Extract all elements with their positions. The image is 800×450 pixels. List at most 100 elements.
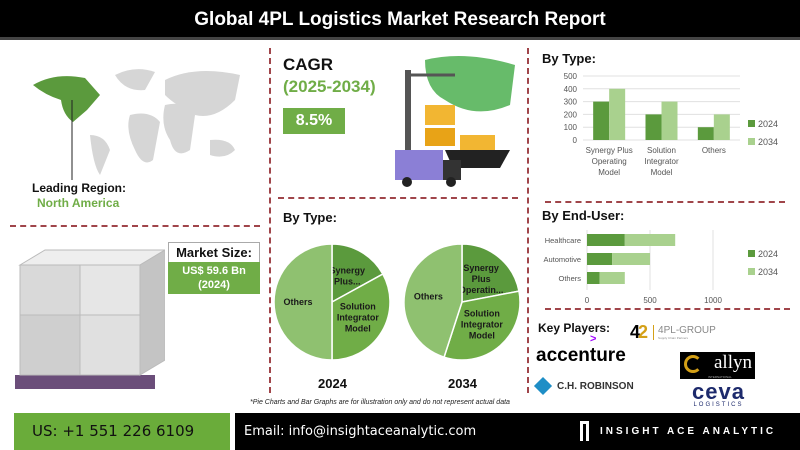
pie-2024-label: 2024 (318, 376, 347, 391)
y-tick-label: 100 (564, 123, 578, 132)
category-label: Model (651, 168, 673, 177)
category-label: Synergy Plus (586, 146, 633, 155)
y-tick-label: 0 (573, 136, 578, 145)
legend-swatch (748, 120, 755, 127)
pie-label: Plus... (334, 277, 361, 287)
x-tick-label: 1000 (704, 296, 722, 305)
x-tick-label: 0 (585, 296, 590, 305)
pie-slice (273, 243, 333, 361)
bar-2034 (713, 114, 730, 140)
y-tick-label: 500 (564, 72, 578, 81)
footer-email[interactable]: Email: info@insightaceanalytic.com (244, 424, 477, 439)
legend-swatch (748, 250, 755, 257)
north-america-highlight (33, 76, 100, 122)
bar-2024 (697, 127, 714, 140)
market-size-card: Market Size: US$ 59.6 Bn (2024) (168, 242, 260, 294)
bar-2034 (599, 272, 625, 284)
cagr-label: CAGR (283, 55, 334, 74)
footer-bar (235, 413, 800, 450)
category-label: Model (598, 168, 620, 177)
pie-slice (331, 243, 384, 304)
logo-ceva: ceva LOGISTICS (692, 379, 745, 409)
divider (527, 48, 529, 393)
pie-label: Plus (472, 274, 491, 284)
bar-type-title: By Type: (542, 51, 596, 66)
pie-slice (443, 290, 521, 361)
disclaimer: *Pie Charts and Bar Graphs are for illus… (250, 399, 510, 406)
key-players-label: Key Players: (538, 321, 611, 335)
bar-enduser-title: By End-User: (542, 208, 625, 223)
x-tick-label: 500 (643, 296, 657, 305)
pie-label: Solution (464, 309, 500, 319)
pie-label: Others (283, 297, 312, 307)
bar-2034 (612, 253, 650, 265)
footer-phone: US: +1 551 226 6109 (14, 413, 230, 450)
legend-label: 2024 (758, 119, 778, 129)
category-label: Healthcare (545, 236, 581, 245)
pie-label: Synergy (330, 266, 366, 276)
bar-2034 (609, 88, 626, 140)
market-size-year: (2024) (168, 279, 260, 294)
bar-2034 (624, 234, 676, 246)
leading-region-value: North America (37, 196, 120, 210)
pie-label: Integrator (461, 320, 504, 330)
logo-allyn: allyn INTERNATIONAL (680, 352, 755, 379)
market-size-value: US$ 59.6 Bn (168, 262, 260, 279)
market-size-label: Market Size: (168, 242, 260, 262)
legend-swatch (748, 138, 755, 145)
cagr-value: 8.5% (283, 108, 345, 134)
pie-label: Model (469, 331, 495, 341)
bar-2024 (645, 114, 662, 140)
category-label: Others (702, 146, 726, 155)
bar-2024 (587, 234, 625, 246)
accenture-chevron-icon: > (590, 333, 597, 345)
bar-chart-by-end-user: 0 500 1000 Healthcare Automotive Others 2024 20… (543, 230, 778, 305)
pie-slice (403, 243, 463, 359)
page-title: Global 4PL Logistics Market Research Rep… (0, 0, 800, 40)
boxes-pallet-illustration (15, 249, 165, 389)
y-tick-label: 400 (564, 85, 578, 94)
legend-label: 2034 (758, 267, 778, 277)
pie-2034-label: 2034 (448, 376, 477, 391)
category-label: Solution (647, 146, 676, 155)
bar-2024 (587, 253, 613, 265)
divider (545, 308, 790, 310)
pie-charts: SynergyPlus...SolutionIntegratorModelOth… (273, 243, 521, 361)
pie-slice (331, 273, 391, 361)
pie-slice (461, 243, 520, 303)
world-map (33, 69, 240, 180)
bar-2024 (587, 272, 600, 284)
logistics-illustration (395, 56, 515, 187)
cagr-period: (2025-2034) (283, 77, 376, 96)
y-tick-label: 200 (564, 110, 578, 119)
bar-2024 (593, 101, 610, 140)
category-label: Automotive (543, 255, 581, 264)
legend-swatch (748, 268, 755, 275)
leading-region-label: Leading Region: (32, 181, 126, 195)
category-label: Others (558, 274, 581, 283)
pie-label: Synergy (463, 263, 499, 273)
pie-label: Integrator (337, 312, 380, 322)
bar-chart-by-type: 0 100 200 300 400 500 Synergy Plus Operating Mod… (564, 72, 778, 177)
y-tick-label: 300 (564, 98, 578, 107)
legend-label: 2024 (758, 249, 778, 259)
divider (10, 225, 260, 227)
pie-section-title: By Type: (283, 210, 337, 225)
logo-ch-robinson: C.H. ROBINSON (557, 381, 634, 392)
pie-label: Model (345, 323, 371, 333)
pie-label: Others (414, 292, 443, 302)
legend-label: 2034 (758, 137, 778, 147)
pie-label: Solution (340, 301, 376, 311)
ch-robinson-icon (533, 376, 553, 396)
logo-accenture: accenture (536, 345, 626, 366)
divider (278, 197, 518, 199)
category-label: Integrator (644, 157, 679, 166)
insight-ace-logo-icon (580, 421, 589, 441)
footer-brand: INSIGHT ACE ANALYTIC (600, 426, 777, 437)
pie-label: Operatin... (459, 285, 504, 295)
divider (269, 48, 271, 393)
divider (545, 201, 785, 203)
bar-2034 (661, 101, 678, 140)
category-label: Operating (592, 157, 627, 166)
